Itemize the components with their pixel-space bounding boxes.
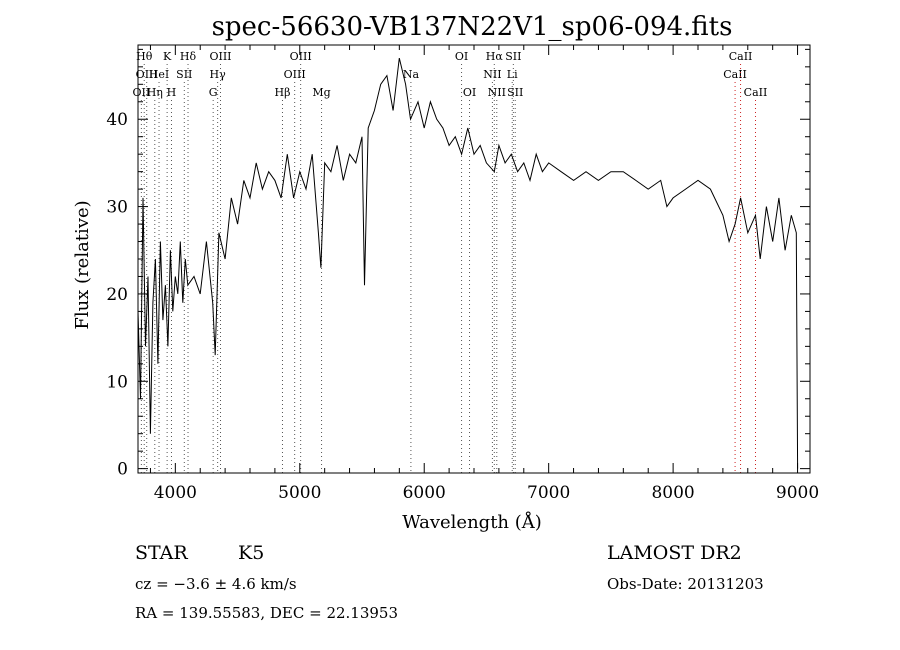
coordinates: RA = 139.55583, DEC = 22.13953: [135, 604, 399, 622]
line-label: Li: [507, 68, 518, 81]
line-label: CaII: [744, 86, 768, 99]
redshift-velocity: cz = −3.6 ± 4.6 km/s: [135, 575, 297, 593]
y-tick-label: 20: [106, 285, 128, 305]
x-axis: 4000 5000 6000 7000 8000 9000: [149, 45, 819, 503]
line-label: SII: [505, 50, 521, 63]
observation-date: Obs-Date: 20131203: [607, 575, 764, 593]
x-tick-label: 7000: [527, 483, 570, 503]
line-label: K: [163, 50, 172, 63]
survey-name: LAMOST DR2: [607, 542, 742, 564]
y-tick-label: 10: [106, 372, 128, 392]
line-label: OIII: [209, 50, 231, 63]
chart-title: spec-56630-VB137N22V1_sp06-094.fits: [212, 12, 733, 42]
line-label: H: [167, 86, 177, 99]
object-subclass: K5: [238, 542, 265, 564]
x-tick-label: 6000: [403, 483, 446, 503]
y-axis-label: Flux (relative): [72, 200, 93, 329]
line-label: OII: [133, 86, 151, 99]
line-label: OI: [463, 86, 476, 99]
x-tick-label: 4000: [154, 483, 197, 503]
line-label: Hδ: [180, 50, 197, 63]
x-tick-label: 5000: [278, 483, 321, 503]
y-axis: 0 10 20 30 40: [106, 48, 810, 480]
line-label: CaII: [723, 68, 747, 81]
line-label: HeI: [149, 68, 169, 81]
plot-frame: [137, 44, 811, 474]
line-label: Hγ: [210, 68, 227, 81]
spectral-line-markers: OII Hθ OIII Hη HeI K H SII Hδ G Hγ OIII Hβ OIII OIII Mg…: [133, 50, 768, 473]
line-label: Hθ: [136, 50, 153, 63]
x-axis-label: Wavelength (Å): [402, 511, 542, 533]
line-label: OIII: [284, 68, 306, 81]
line-label: SII: [176, 68, 192, 81]
line-label: NII: [488, 86, 506, 99]
line-label: OIII: [290, 50, 312, 63]
line-label: SII: [507, 86, 523, 99]
x-tick-label: 8000: [651, 483, 694, 503]
y-tick-label: 0: [117, 460, 128, 480]
line-label: CaII: [729, 50, 753, 63]
line-label: OIII: [136, 68, 158, 81]
line-label: Hα: [486, 50, 504, 63]
line-label: Mg: [312, 86, 330, 99]
line-label: NII: [483, 68, 501, 81]
line-label: Hη: [147, 86, 163, 99]
object-class: STAR: [135, 542, 188, 564]
y-tick-label: 30: [106, 198, 128, 218]
line-label: OI: [455, 50, 468, 63]
x-tick-label: 9000: [776, 483, 819, 503]
line-label: Na: [403, 68, 420, 81]
line-label: Hβ: [275, 86, 291, 99]
spectrum-line: [137, 57, 799, 469]
y-tick-label: 40: [106, 110, 128, 130]
line-label: G: [209, 86, 218, 99]
